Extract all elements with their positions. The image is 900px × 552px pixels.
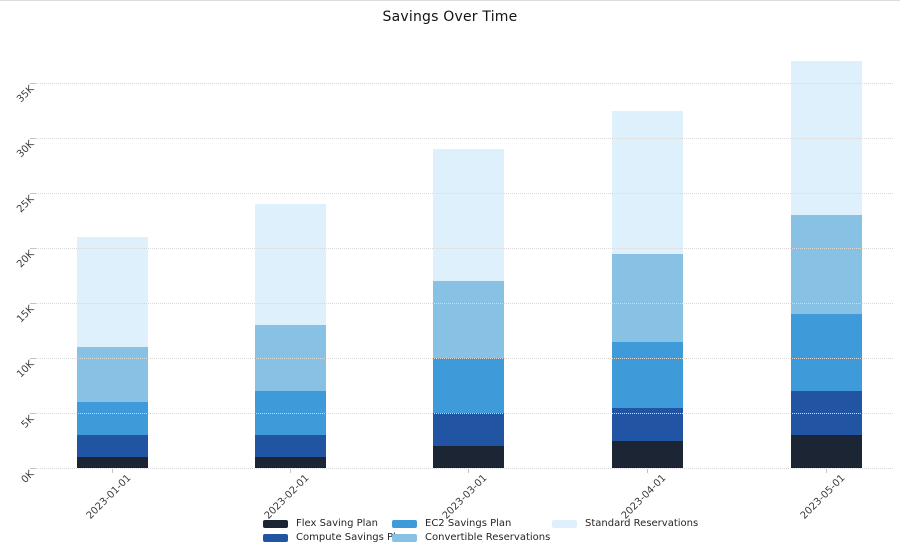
legend-label: Flex Saving Plan [296,518,378,529]
x-axis-tick [290,469,291,473]
bar-segment [790,314,862,391]
x-axis-tick [647,469,648,473]
legend-label: Compute Savings Plan [296,531,409,543]
x-axis-tick [826,469,827,473]
bar-segment [432,281,504,358]
y-axis-tick-label: 30K [15,138,37,161]
bar-segment [432,358,504,413]
y-axis-tick [30,358,36,359]
x-axis-tick [112,469,113,473]
bar-segment [254,391,326,435]
y-axis-tick [30,303,36,304]
bar-segment [432,149,504,281]
bar-segment [254,435,326,457]
y-axis-tick-label: 15K [15,303,37,326]
bar-segment [790,215,862,314]
y-axis-tick-label: 25K [15,193,37,216]
x-axis-tick-label: 2023-04-01 [619,472,669,522]
y-axis-tick-label: 10K [15,358,37,381]
y-axis-tick [30,83,36,84]
y-axis-tick-label: 5K [19,413,37,431]
legend-swatch [263,533,288,542]
bar-segment [790,391,862,435]
gridline [36,468,893,469]
x-axis-tick-label: 2023-05-01 [798,472,848,522]
bar-segment [611,253,683,342]
bar-segment [76,435,148,457]
y-axis-tick-label: 20K [15,248,37,271]
x-axis-tick-label: 2023-01-01 [84,472,134,522]
gridline [36,138,893,139]
bar-segment [611,341,683,408]
y-axis-tick [30,468,36,469]
bar-segment [76,347,148,402]
legend-label: EC2 Savings Plan [425,518,512,529]
bar-segment [790,435,862,468]
bar-segment [76,402,148,435]
bar-segment [76,237,148,347]
y-axis-tick-label: 35K [15,83,37,106]
bar-segment [254,325,326,391]
bar-segment [254,457,326,468]
bar-segment [611,440,683,468]
bar-segment [76,457,148,468]
bar-segment [254,204,326,325]
chart-title: Savings Over Time [382,9,518,25]
y-axis-tick [30,193,36,194]
legend-swatch [263,520,288,528]
bar-segment [611,407,683,441]
legend-swatch [392,520,417,528]
legend-swatch [392,533,417,542]
y-axis-tick-label: 0K [19,468,37,486]
legend-label: Standard Reservations [585,518,699,529]
bar-segment [611,110,683,254]
bar-segment [432,413,504,446]
legend-label: Convertible Reservations [425,531,551,543]
x-axis-tick [468,469,469,473]
bar-segment [790,61,862,215]
y-axis-tick [30,138,36,139]
gridline [36,83,893,84]
bar-segment [432,446,504,468]
y-axis-tick [30,413,36,414]
y-axis-tick [30,248,36,249]
legend-swatch [552,520,577,528]
